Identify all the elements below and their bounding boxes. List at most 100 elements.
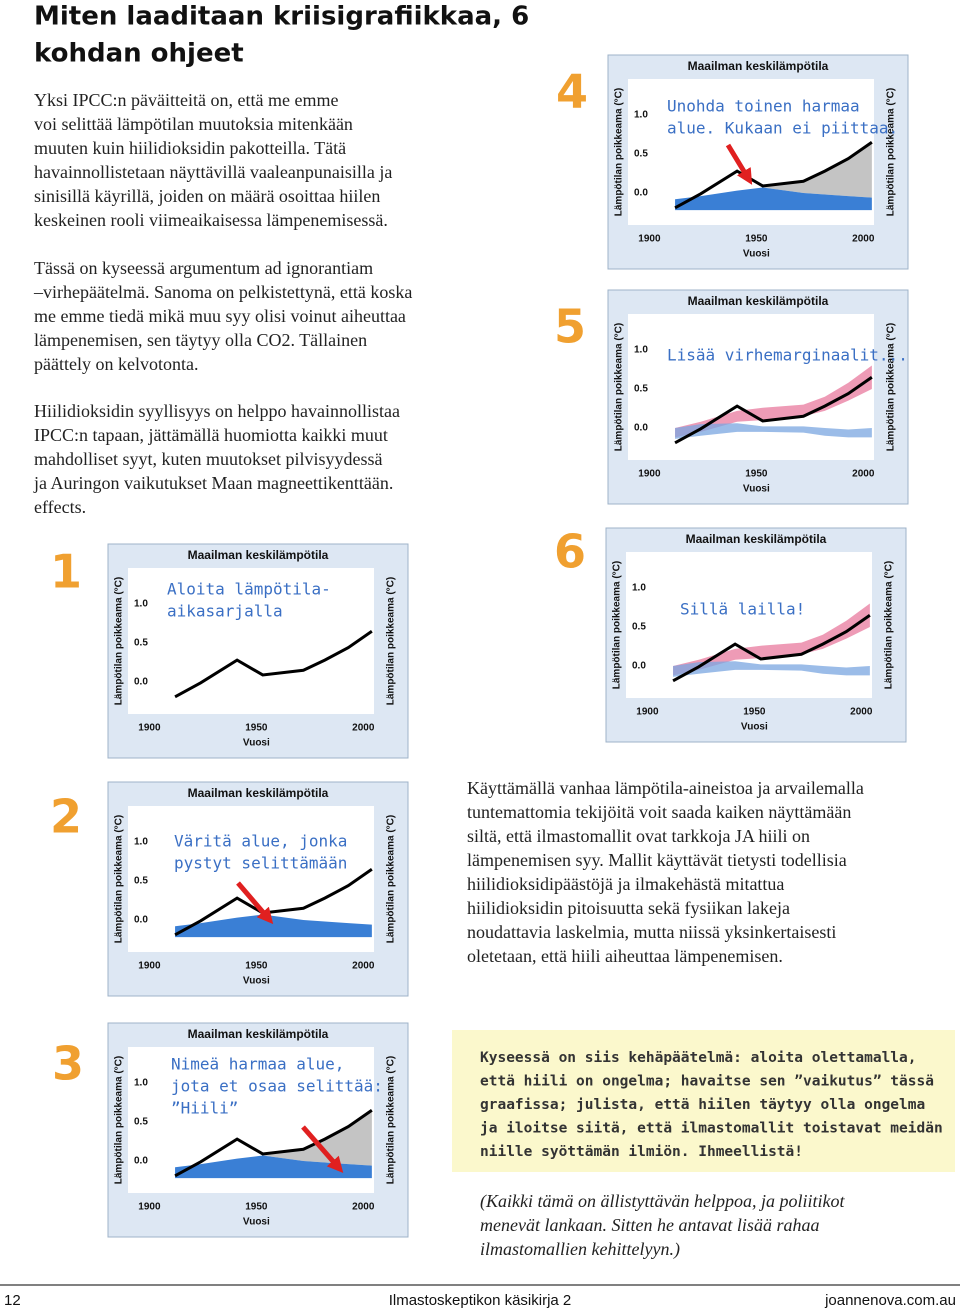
annotation: ”Hiili” bbox=[171, 1099, 238, 1118]
chart-panel: Maailman keskilämpötila Lämpötilan poikke… bbox=[607, 289, 909, 505]
temperature-line bbox=[674, 141, 873, 210]
annotation: Aloita lämpötila- bbox=[167, 580, 331, 599]
annotation: jota et osaa selittää: bbox=[171, 1077, 383, 1096]
y2-axis-label: Lämpötilan poikkeama (°C) bbox=[886, 323, 897, 451]
y-tick-label: 1.0 bbox=[632, 583, 646, 594]
y2-axis-label: Lämpötilan poikkeama (°C) bbox=[386, 577, 397, 705]
x-tick-label: 1950 bbox=[245, 961, 268, 972]
paragraph-line: ja Auringon vaikutukset Maan magneettike… bbox=[33, 473, 393, 493]
temperature-line bbox=[174, 1109, 373, 1178]
box-line: että hiili on ongelma; havaitse sen ”vai… bbox=[480, 1074, 934, 1090]
band bbox=[175, 1155, 372, 1179]
paragraph-line: Yksi IPCC:n päväitteitä on, että me emme bbox=[34, 90, 338, 110]
temperature-line bbox=[674, 376, 873, 445]
highlight-box bbox=[452, 1030, 955, 1172]
y2-axis-label: Lämpötilan poikkeama (°C) bbox=[386, 1056, 397, 1184]
x-tick-label: 1950 bbox=[745, 469, 768, 480]
plot-area bbox=[626, 552, 872, 698]
x-tick-label: 1950 bbox=[745, 234, 768, 245]
paragraph-line: muuten kuin hiilidioksidin pakotteilla. … bbox=[34, 138, 346, 158]
paragraph-line: hiilidioksidin pitoisuutta sekä fysiikan… bbox=[467, 898, 790, 918]
chart-title: Maailman keskilämpötila bbox=[188, 1027, 329, 1041]
x-tick-label: 1950 bbox=[245, 723, 268, 734]
paragraph-line: lämpenemisen syy. Mallit käyttävät tiety… bbox=[467, 850, 847, 870]
paragraph-line: oletetaan, että hiili aiheuttaa lämpenem… bbox=[467, 946, 783, 966]
y-tick-label: 0.5 bbox=[634, 384, 648, 395]
temperature-line bbox=[672, 614, 871, 683]
chart-title: Maailman keskilämpötila bbox=[688, 59, 829, 73]
book-title: Ilmastoskeptikon käsikirja 2 bbox=[389, 1292, 572, 1309]
y-tick-label: 0.0 bbox=[634, 423, 648, 434]
red-arrow bbox=[725, 143, 753, 185]
chart-panel: Maailman keskilämpötila Lämpötilan poikke… bbox=[607, 54, 909, 270]
paragraph-line: hiilidioksidipäästöjä ja ilmakehästä mit… bbox=[467, 874, 784, 894]
band bbox=[675, 365, 872, 438]
y-tick-label: 0.0 bbox=[134, 677, 148, 688]
x-axis-label: Vuosi bbox=[243, 1217, 270, 1228]
x-tick-label: 2000 bbox=[852, 469, 875, 480]
page-title: kohdan ohjeet bbox=[34, 39, 244, 69]
chart-panel: Maailman keskilämpötila Lämpötilan poikke… bbox=[605, 527, 907, 743]
y-tick-label: 1.0 bbox=[134, 599, 148, 610]
chart-panel: Maailman keskilämpötila Lämpötilan poikke… bbox=[107, 1022, 409, 1238]
paragraph-line: Tässä on kyseessä argumentum ad ignorant… bbox=[34, 258, 373, 278]
band bbox=[675, 423, 872, 439]
y-axis-label: Lämpötilan poikkeama (°C) bbox=[614, 323, 625, 451]
x-tick-label: 2000 bbox=[352, 961, 375, 972]
annotation: pystyt selittämään bbox=[174, 854, 347, 873]
x-tick-label: 2000 bbox=[352, 1202, 375, 1213]
y-tick-label: 0.5 bbox=[134, 638, 148, 649]
band bbox=[673, 661, 870, 677]
note-line: (Kaikki tämä on ällistyttävän helppoa, j… bbox=[480, 1191, 845, 1212]
y-tick-label: 0.5 bbox=[134, 1117, 148, 1128]
y-tick-label: 0.5 bbox=[632, 622, 646, 633]
paragraph-line: päättely on kelvotonta. bbox=[34, 354, 198, 374]
annotation: Väritä alue, jonka bbox=[174, 832, 347, 851]
y-tick-label: 0.0 bbox=[134, 915, 148, 926]
paragraph-line: IPCC:n tapaan, jättämällä huomiotta kaik… bbox=[34, 425, 388, 445]
panel-number: 4 bbox=[556, 65, 588, 119]
temperature-line bbox=[174, 868, 373, 937]
chart-title: Maailman keskilämpötila bbox=[686, 532, 827, 546]
chart-title: Maailman keskilämpötila bbox=[688, 294, 829, 308]
x-tick-label: 1900 bbox=[638, 469, 661, 480]
chart-title: Maailman keskilämpötila bbox=[188, 548, 329, 562]
note-line: menevät lankaan. Sitten he antavat lisää… bbox=[480, 1215, 819, 1235]
paragraph-line: me emme tiedä mikä muu syy olisi voinut … bbox=[34, 306, 406, 326]
paragraph-line: –virhepäätelmä. Sanoma on pelkistettynä,… bbox=[33, 282, 412, 302]
chart-panel: Maailman keskilämpötila Lämpötilan poikke… bbox=[107, 781, 409, 997]
y-tick-label: 0.0 bbox=[632, 661, 646, 672]
box-line: niille syöttämän ilmiön. Ihmeellistä! bbox=[480, 1144, 803, 1160]
x-tick-label: 1900 bbox=[138, 1202, 161, 1213]
y-axis-label: Lämpötilan poikkeama (°C) bbox=[612, 561, 623, 689]
x-tick-label: 1900 bbox=[138, 961, 161, 972]
y-tick-label: 1.0 bbox=[134, 1078, 148, 1089]
x-tick-label: 2000 bbox=[852, 234, 875, 245]
y2-axis-label: Lämpötilan poikkeama (°C) bbox=[386, 815, 397, 943]
y-tick-label: 0.5 bbox=[134, 876, 148, 887]
red-arrow bbox=[301, 1125, 344, 1174]
y-tick-label: 0.0 bbox=[634, 188, 648, 199]
annotation: aikasarjalla bbox=[167, 602, 283, 621]
annotation: Sillä lailla! bbox=[680, 600, 805, 619]
x-tick-label: 1900 bbox=[636, 707, 659, 718]
chart-title: Maailman keskilämpötila bbox=[188, 786, 329, 800]
y-tick-label: 0.5 bbox=[634, 149, 648, 160]
red-arrow bbox=[236, 881, 274, 925]
paragraph-line: tuntemattomia tekijöitä voit saada kaike… bbox=[467, 802, 851, 822]
annotation: Unohda toinen harmaa bbox=[667, 97, 860, 116]
site: joannenova.com.au bbox=[824, 1292, 956, 1309]
y-axis-label: Lämpötilan poikkeama (°C) bbox=[114, 577, 125, 705]
band bbox=[673, 603, 870, 676]
paragraph-line: effects. bbox=[34, 497, 86, 517]
annotation: Nimeä harmaa alue, bbox=[171, 1055, 344, 1074]
paragraph-line: mahdolliset syyt, kuten muutokset pilvis… bbox=[34, 449, 382, 469]
y-tick-label: 1.0 bbox=[634, 345, 648, 356]
x-tick-label: 2000 bbox=[850, 707, 873, 718]
band bbox=[675, 187, 872, 211]
annotation: alue. Kukaan ei piittaa. bbox=[667, 119, 898, 138]
plot-area bbox=[628, 314, 874, 460]
paragraph-line: voi selittää lämpötilan muutoksia mitenk… bbox=[34, 114, 353, 134]
paragraph-line: lämpenemisen, sen täytyy olla CO2. Tälla… bbox=[34, 330, 367, 350]
